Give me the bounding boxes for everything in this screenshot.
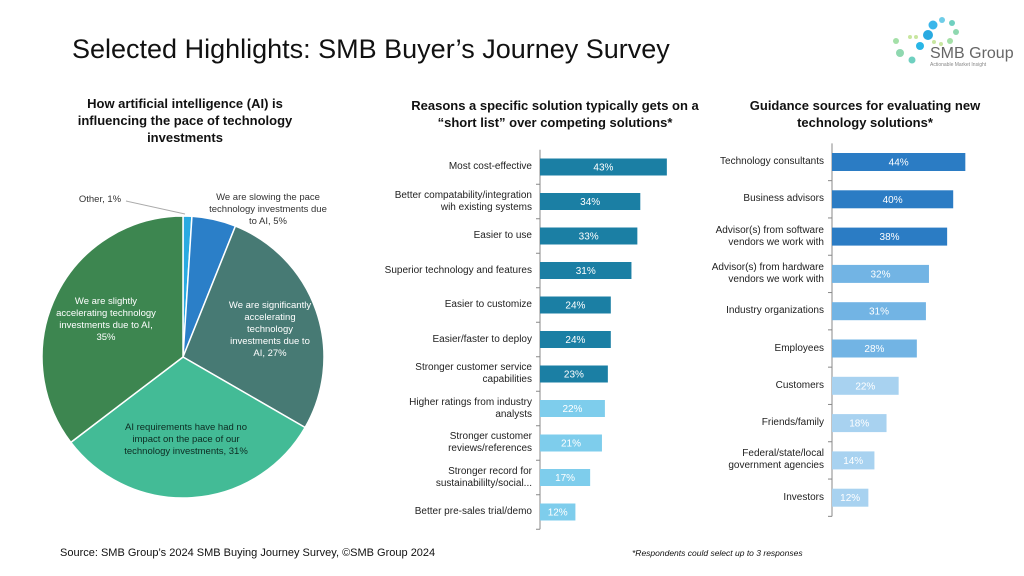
guidance-category-label: Business advisors bbox=[743, 193, 824, 205]
shortlist-bar bbox=[540, 262, 632, 279]
shortlist-chart-title: Reasons a specific solution typically ge… bbox=[411, 98, 699, 130]
shortlist-category-label: Easier to customize bbox=[444, 299, 532, 310]
logo-tagline: Actionable Market Insight bbox=[930, 62, 987, 68]
shortlist-data-label: 24% bbox=[565, 301, 585, 312]
shortlist-category-label: Easier to use bbox=[473, 230, 532, 241]
pie-slice bbox=[41, 215, 184, 444]
shortlist-data-label: 43% bbox=[593, 163, 613, 174]
pie-label: We are slowing the pace technology inves… bbox=[209, 192, 327, 227]
shortlist-category-label: Stronger customer service capabilities bbox=[415, 362, 532, 385]
respondents-note: *Respondents could select up to 3 respon… bbox=[632, 548, 803, 558]
shortlist-category-label: Better pre-sales trial/demo bbox=[414, 506, 532, 517]
shortlist-category-label: Better compatability/integration wih exi… bbox=[394, 189, 532, 213]
smb-group-logo: SMB Group Actionable Market Insight bbox=[870, 8, 1020, 68]
shortlist-bar bbox=[540, 469, 591, 486]
guidance-data-label: 40% bbox=[883, 195, 903, 206]
guidance-category-label: Employees bbox=[774, 342, 824, 354]
pie-leader-line bbox=[125, 200, 186, 215]
logo-dots-icon: SMB Group Actionable Market Insight bbox=[893, 17, 1014, 68]
guidance-bar bbox=[832, 153, 966, 171]
shortlist-category-label: Higher ratings from industry analysts bbox=[409, 396, 532, 420]
guidance-category-label: Industry organizations bbox=[726, 305, 824, 317]
shortlist-category-label: Easier/faster to deploy bbox=[432, 333, 533, 345]
shortlist-data-label: 22% bbox=[562, 404, 582, 415]
shortlist-data-label: 33% bbox=[579, 232, 599, 243]
guidance-category-label: Investors bbox=[783, 491, 824, 503]
guidance-data-label: 12% bbox=[840, 493, 860, 504]
guidance-bar bbox=[832, 451, 875, 470]
guidance-bar bbox=[832, 376, 899, 395]
guidance-data-label: 31% bbox=[869, 307, 889, 318]
shortlist-category-label: Stronger customer reviews/references bbox=[448, 431, 532, 454]
shortlist-category-label: Superior technology and features bbox=[384, 264, 532, 276]
shortlist-bar bbox=[540, 365, 608, 383]
shortlist-data-label: 34% bbox=[580, 197, 600, 208]
guidance-bar bbox=[832, 190, 954, 209]
pie-chart-title: How artificial intelligence (AI) is infl… bbox=[77, 96, 293, 145]
shortlist-data-label: 17% bbox=[555, 473, 575, 484]
shortlist-category-label: Most cost-effective bbox=[448, 161, 532, 172]
guidance-data-label: 44% bbox=[889, 158, 909, 169]
shortlist-bar bbox=[540, 227, 638, 245]
shortlist-data-label: 21% bbox=[561, 439, 581, 450]
source-footer: Source: SMB Group’s 2024 SMB Buying Jour… bbox=[60, 547, 436, 559]
guidance-category-label: Customers bbox=[775, 379, 824, 391]
guidance-data-label: 18% bbox=[849, 419, 869, 430]
guidance-chart-title: Guidance sources for evaluating new tech… bbox=[749, 98, 981, 130]
guidance-bar bbox=[832, 302, 926, 321]
guidance-bar bbox=[832, 414, 887, 433]
shortlist-data-label: 12% bbox=[548, 508, 568, 519]
pie-label: Other, 1% bbox=[78, 194, 122, 205]
guidance-data-label: 22% bbox=[855, 381, 875, 392]
shortlist-bar bbox=[540, 331, 611, 348]
guidance-data-label: 28% bbox=[864, 344, 884, 355]
logo-name: SMB Group bbox=[930, 45, 1014, 62]
shortlist-data-label: 24% bbox=[565, 335, 585, 346]
pie-label: We are significantly accelerating techno… bbox=[228, 300, 312, 359]
pie-slice bbox=[69, 356, 307, 499]
guidance-bar bbox=[832, 227, 948, 246]
pie-label: We are slightly accelerating technology … bbox=[56, 296, 156, 343]
shortlist-category-label: Stronger record for sustainabililty/soci… bbox=[435, 465, 532, 489]
guidance-bar bbox=[832, 488, 869, 507]
shortlist-bar bbox=[540, 296, 611, 314]
guidance-category-label: Technology consultants bbox=[720, 156, 824, 167]
guidance-category-label: Federal/state/local government agencies bbox=[728, 448, 824, 472]
pie-label: AI requirements have had no impact on th… bbox=[124, 422, 248, 457]
shortlist-bar bbox=[540, 434, 602, 452]
shortlist-bar bbox=[540, 158, 667, 176]
guidance-bar bbox=[832, 339, 917, 358]
shortlist-data-label: 23% bbox=[564, 370, 584, 381]
shortlist-data-label: 31% bbox=[576, 266, 596, 277]
guidance-category-label: Advisor(s) from hardware vendors we work… bbox=[711, 261, 824, 285]
guidance-bar bbox=[832, 264, 929, 283]
guidance-category-label: Advisor(s) from software vendors we work… bbox=[715, 224, 824, 248]
shortlist-bar bbox=[540, 503, 576, 521]
shortlist-bar bbox=[540, 400, 605, 417]
guidance-data-label: 14% bbox=[843, 456, 863, 467]
guidance-category-label: Friends/family bbox=[761, 417, 824, 429]
slide-title: Selected Highlights: SMB Buyer’s Journey… bbox=[72, 34, 670, 64]
shortlist-bar bbox=[540, 193, 641, 210]
guidance-data-label: 38% bbox=[880, 232, 900, 243]
guidance-data-label: 32% bbox=[870, 269, 890, 280]
